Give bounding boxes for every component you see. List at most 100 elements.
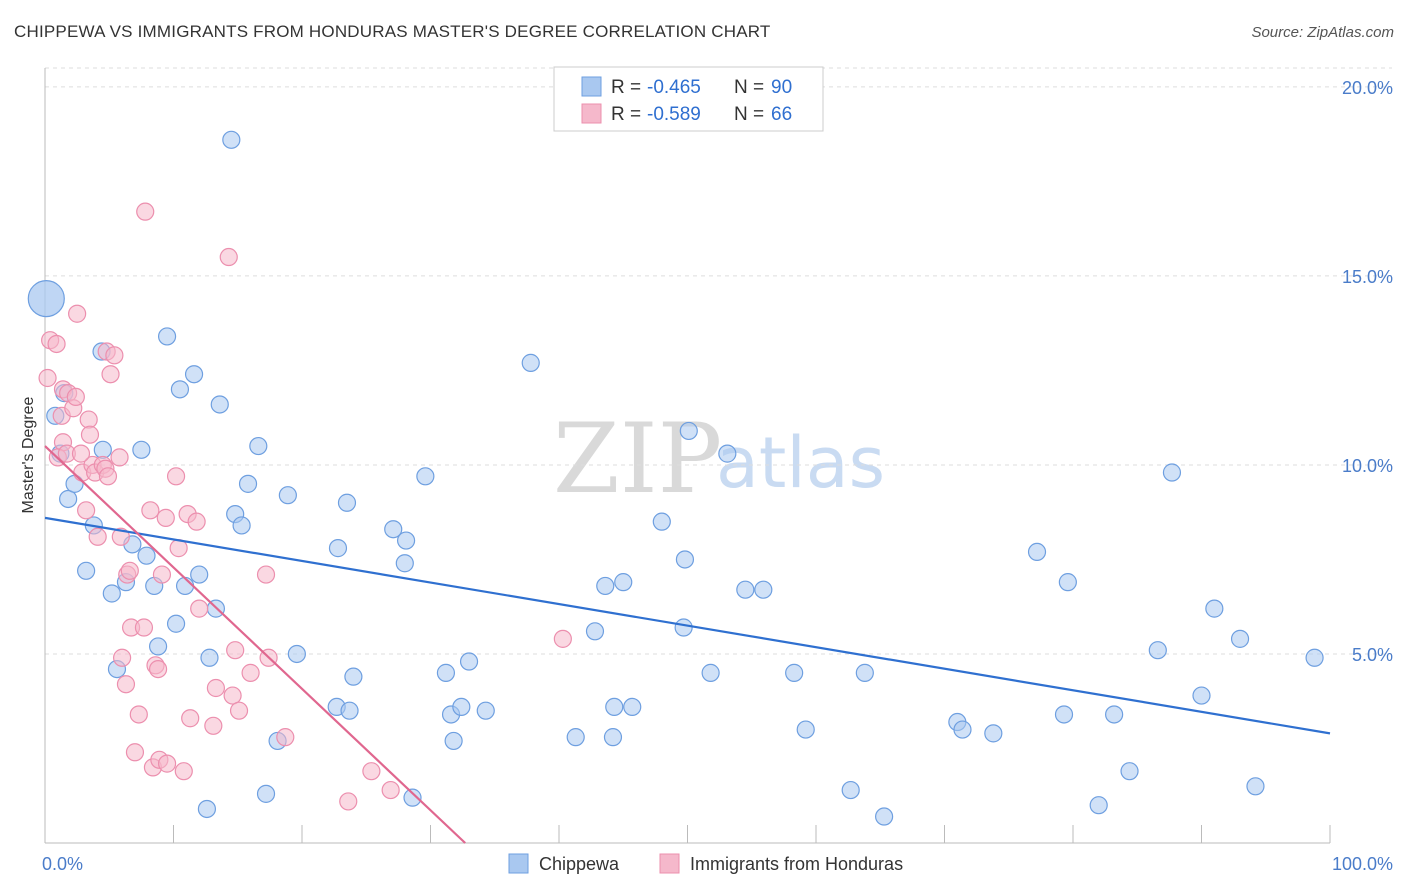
point-chippewa bbox=[605, 697, 624, 717]
legend-swatch-honduras bbox=[581, 103, 602, 124]
point-honduras bbox=[256, 565, 276, 584]
point-chippewa bbox=[875, 807, 894, 826]
point-chippewa bbox=[1305, 648, 1324, 667]
point-honduras bbox=[219, 247, 238, 267]
point-chippewa bbox=[170, 380, 190, 399]
y-tick-labels: 5.0% 10.0% 15.0% 20.0% bbox=[1342, 78, 1393, 665]
point-chippewa bbox=[718, 444, 737, 463]
point-chippewa bbox=[1105, 705, 1124, 724]
point-chippewa bbox=[623, 697, 642, 717]
point-chippewa bbox=[396, 531, 416, 550]
point-honduras bbox=[339, 792, 358, 811]
point-honduras bbox=[71, 444, 91, 463]
point-honduras bbox=[47, 334, 66, 354]
legend-n-label-1: N = bbox=[734, 77, 764, 98]
x-tick-label-max: 100.0% bbox=[1332, 854, 1393, 874]
point-honduras bbox=[204, 716, 223, 735]
legend-r-value-2: -0.589 bbox=[647, 104, 701, 125]
point-chippewa bbox=[148, 637, 168, 656]
point-honduras bbox=[111, 527, 130, 546]
point-honduras bbox=[181, 709, 200, 728]
point-chippewa bbox=[855, 663, 874, 682]
legend-n-value-2: 66 bbox=[771, 104, 792, 125]
point-honduras bbox=[98, 467, 118, 486]
y-tick-label: 5.0% bbox=[1352, 645, 1393, 665]
point-honduras bbox=[223, 686, 242, 705]
bottom-legend-swatch-chippewa bbox=[508, 853, 529, 874]
point-chippewa bbox=[210, 395, 229, 414]
y-axis-title: Master's Degree bbox=[20, 396, 37, 513]
watermark-atlas: atlas bbox=[716, 422, 885, 504]
legend-r-value-1: -0.465 bbox=[647, 77, 701, 98]
point-honduras bbox=[553, 629, 572, 648]
point-chippewa bbox=[476, 701, 495, 720]
point-honduras bbox=[38, 368, 57, 388]
point-chippewa bbox=[166, 614, 186, 633]
trend-line-honduras bbox=[44, 445, 466, 844]
point-chippewa bbox=[256, 784, 276, 803]
point-honduras bbox=[174, 762, 193, 781]
point-honduras bbox=[381, 780, 400, 800]
point-chippewa bbox=[603, 728, 623, 747]
point-honduras bbox=[362, 762, 381, 781]
point-honduras bbox=[241, 663, 260, 682]
x-tick-label-min: 0.0% bbox=[42, 854, 83, 874]
point-honduras bbox=[120, 561, 139, 580]
point-chippewa bbox=[679, 421, 698, 441]
point-chippewa bbox=[157, 327, 177, 346]
point-chippewa bbox=[287, 644, 306, 664]
point-honduras bbox=[79, 410, 98, 429]
point-chippewa bbox=[1148, 641, 1167, 660]
point-chippewa bbox=[1120, 762, 1139, 781]
point-chippewa bbox=[436, 663, 456, 682]
point-chippewa bbox=[344, 667, 363, 686]
legend-box: R = -0.465 N = 90 R = -0.589 N = 66 bbox=[553, 66, 824, 132]
point-chippewa bbox=[953, 720, 972, 739]
point-chippewa bbox=[197, 799, 217, 819]
x-ticks bbox=[44, 825, 1331, 843]
point-honduras bbox=[190, 599, 209, 618]
point-chippewa bbox=[736, 580, 755, 599]
point-chippewa bbox=[102, 584, 121, 603]
point-honduras bbox=[206, 678, 226, 698]
point-chippewa bbox=[175, 576, 195, 596]
point-honduras bbox=[110, 448, 129, 467]
point-chippewa bbox=[1162, 463, 1182, 482]
point-honduras bbox=[116, 675, 136, 694]
point-chippewa bbox=[1058, 573, 1077, 592]
point-chippewa bbox=[1230, 629, 1250, 648]
y-tick-label: 10.0% bbox=[1342, 456, 1393, 476]
point-honduras bbox=[148, 659, 168, 679]
point-chippewa bbox=[521, 353, 540, 372]
point-chippewa bbox=[785, 663, 804, 682]
point-chippewa bbox=[395, 554, 414, 573]
point-chippewa bbox=[328, 539, 348, 558]
point-chippewa bbox=[444, 731, 463, 751]
bottom-legend-label-honduras: Immigrants from Honduras bbox=[690, 854, 903, 874]
point-chippewa bbox=[1054, 705, 1074, 724]
trend-lines bbox=[44, 445, 1331, 844]
y-tick-label: 20.0% bbox=[1342, 78, 1393, 98]
point-honduras bbox=[105, 346, 124, 365]
point-chippewa bbox=[238, 474, 258, 493]
point-honduras bbox=[80, 425, 100, 444]
point-honduras bbox=[152, 565, 172, 584]
source-label: Source: ZipAtlas.com bbox=[1251, 24, 1394, 41]
point-chippewa bbox=[1205, 599, 1224, 618]
point-chippewa bbox=[132, 440, 151, 459]
point-honduras bbox=[125, 743, 145, 762]
watermark-zip: ZIP bbox=[553, 403, 722, 515]
point-chippewa bbox=[137, 546, 156, 565]
point-chippewa bbox=[1192, 686, 1211, 705]
point-chippewa bbox=[340, 701, 359, 720]
point-chippewa bbox=[384, 520, 403, 539]
point-honduras bbox=[156, 508, 175, 527]
point-honduras bbox=[229, 701, 249, 720]
point-honduras bbox=[136, 202, 155, 221]
point-chippewa bbox=[675, 550, 695, 569]
point-chippewa bbox=[1027, 542, 1047, 562]
gridlines bbox=[45, 67, 1392, 655]
legend-r-label-1: R = bbox=[611, 77, 641, 98]
point-chippewa bbox=[652, 512, 671, 531]
bottom-legend-swatch-honduras bbox=[659, 853, 680, 874]
